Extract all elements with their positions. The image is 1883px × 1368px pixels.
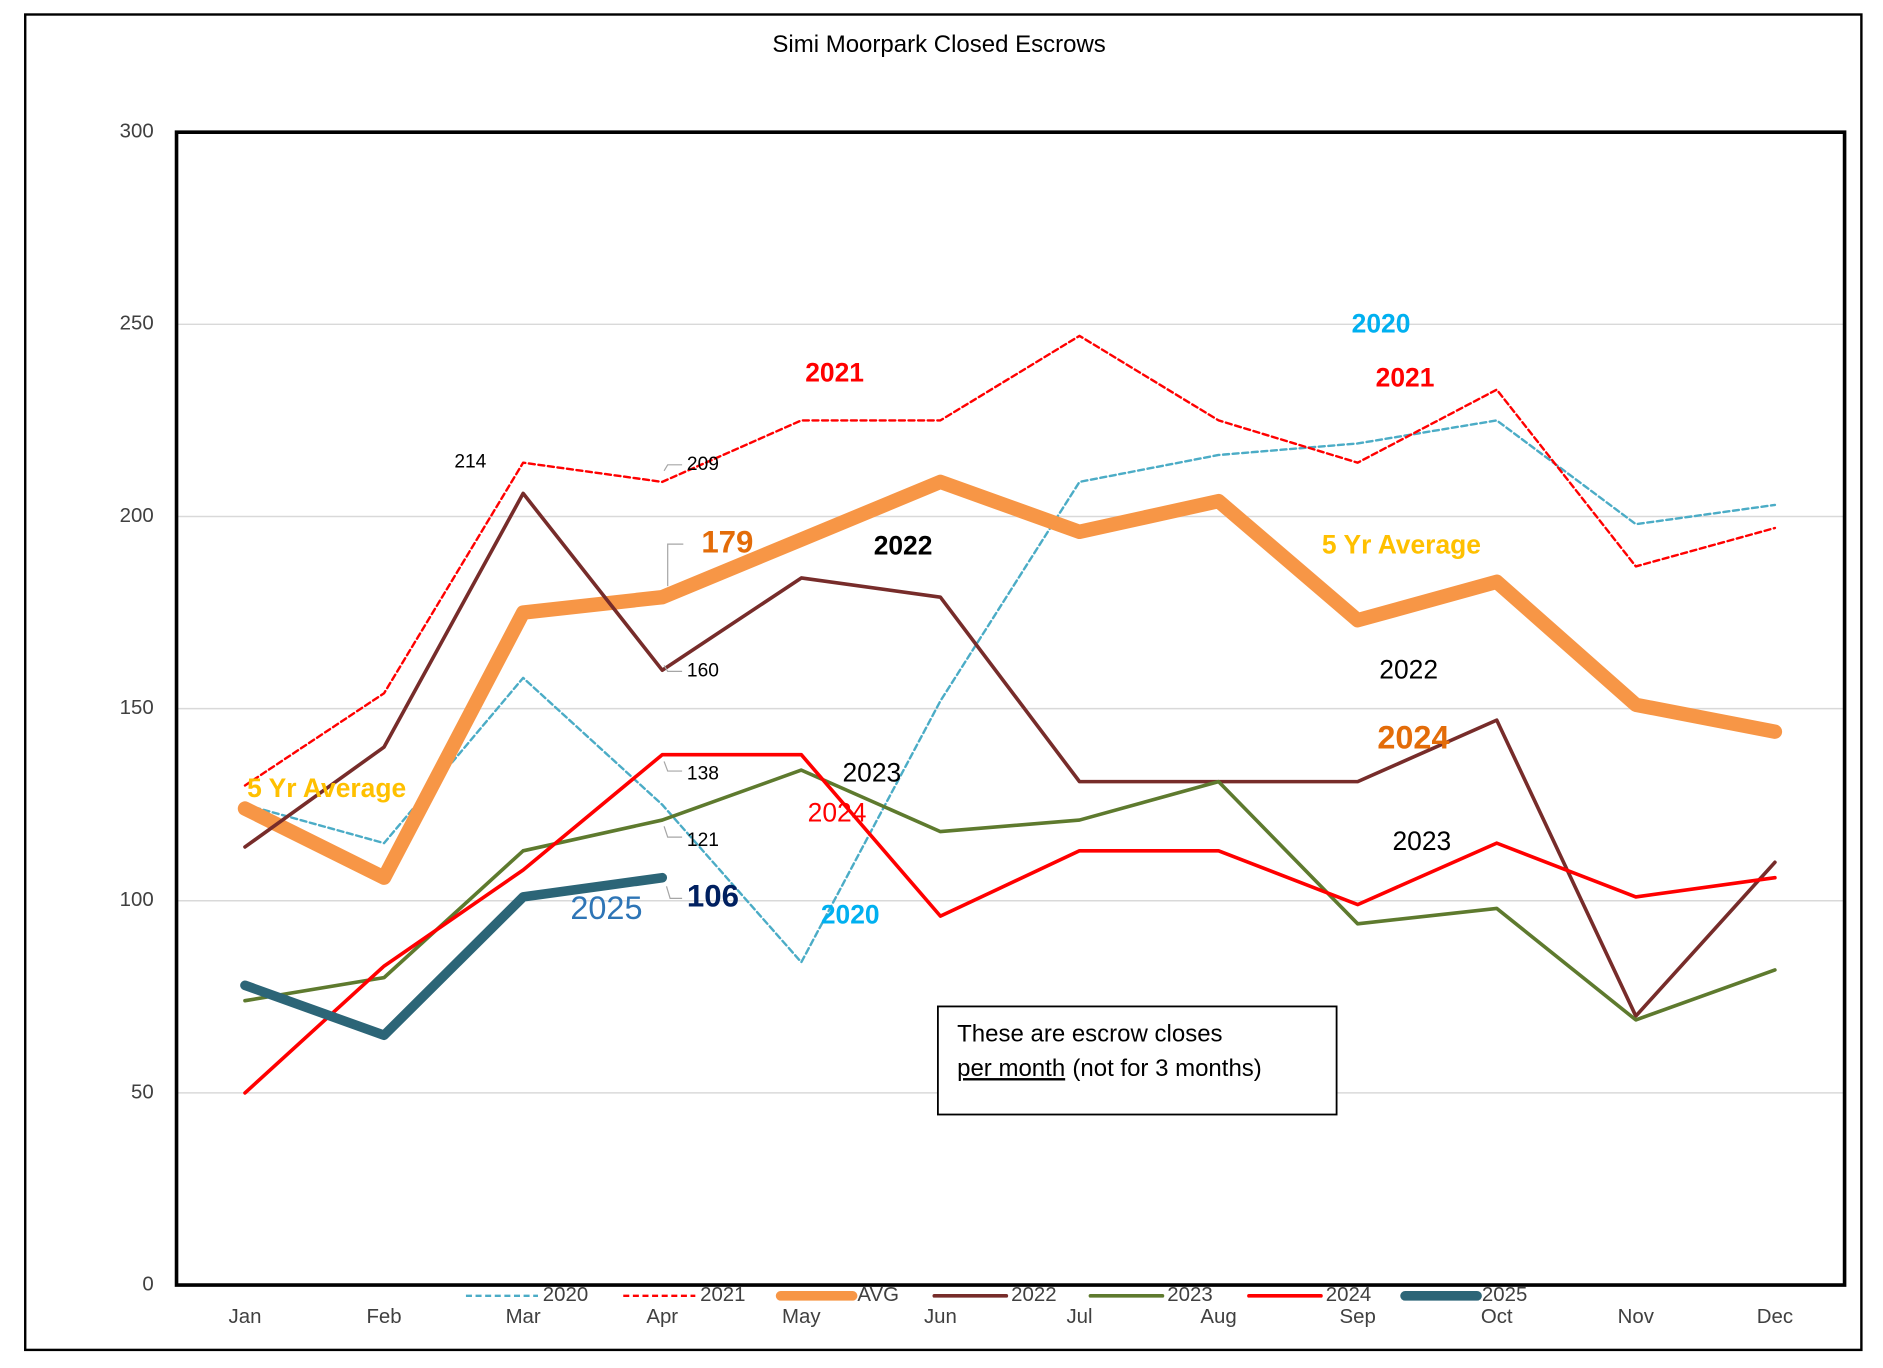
legend-label: 2020 <box>543 1284 588 1306</box>
data-label: 138 <box>687 764 719 785</box>
x-tick-label: Jan <box>229 1306 262 1328</box>
annotation: 2020 <box>821 899 880 929</box>
note-underlined: per month <box>957 1055 1065 1082</box>
annotation: 5 Yr Average <box>247 773 406 803</box>
y-tick-label: 150 <box>120 697 154 719</box>
leader-line <box>665 886 683 899</box>
x-tick-label: Jul <box>1066 1306 1092 1328</box>
x-tick-label: Apr <box>646 1306 678 1328</box>
data-label: 209 <box>687 454 719 475</box>
note-text: (not for 3 months) <box>1072 1055 1261 1082</box>
note-box <box>936 1005 1338 1116</box>
leader-line <box>667 543 684 587</box>
y-tick-label: 100 <box>120 889 154 911</box>
leader-line <box>663 464 683 472</box>
data-label: 214 <box>454 452 486 473</box>
x-tick-label: May <box>782 1306 821 1328</box>
chart-frame <box>24 13 1863 1352</box>
data-label: 160 <box>687 660 719 681</box>
data-label: 179 <box>701 524 753 559</box>
plot-frame <box>174 130 1847 1287</box>
y-tick-label: 50 <box>131 1081 154 1103</box>
annotation: 2024 <box>808 797 867 827</box>
annotation: 2024 <box>1377 719 1449 755</box>
annotation: 2025 <box>570 890 642 926</box>
x-tick-label: Aug <box>1200 1306 1236 1328</box>
annotation: 2021 <box>1376 363 1435 393</box>
series-line <box>243 768 1777 1022</box>
series-line <box>237 474 1783 885</box>
leader-line <box>663 826 683 838</box>
data-label: 121 <box>687 830 719 851</box>
x-tick-label: Jun <box>924 1306 957 1328</box>
note-text: These are escrow closes <box>957 1021 1222 1048</box>
x-tick-label: Dec <box>1757 1306 1793 1328</box>
annotation: 2020 <box>1352 309 1411 339</box>
leader-line <box>663 665 683 672</box>
series-line <box>243 752 1777 1095</box>
x-tick-label: Feb <box>366 1306 401 1328</box>
y-tick-label: 300 <box>120 121 154 143</box>
leader-line <box>663 761 683 772</box>
annotation: 2022 <box>874 531 933 561</box>
legend-label: 2025 <box>1482 1284 1527 1306</box>
x-tick-label: Oct <box>1481 1306 1513 1328</box>
y-tick-label: 250 <box>120 313 154 335</box>
chart-title: Simi Moorpark Closed Escrows <box>772 31 1105 58</box>
note-text: per month (not for 3 months) <box>957 1055 1262 1082</box>
annotation: 5 Yr Average <box>1322 529 1481 559</box>
y-tick-label: 200 <box>120 505 154 527</box>
x-tick-label: Nov <box>1618 1306 1655 1328</box>
annotation: 2022 <box>1379 654 1438 684</box>
x-tick-label: Sep <box>1340 1306 1376 1328</box>
legend-label: AVG <box>857 1284 899 1306</box>
y-tick-label: 0 <box>142 1273 153 1295</box>
series-line <box>243 334 1777 787</box>
series-line <box>240 872 668 1041</box>
legend-label: 2022 <box>1011 1284 1056 1306</box>
legend-label: 2021 <box>700 1284 745 1306</box>
legend-label: 2023 <box>1167 1284 1212 1306</box>
legend-label: 2024 <box>1326 1284 1371 1306</box>
series-line <box>243 419 1777 964</box>
annotation: 2023 <box>842 758 901 788</box>
annotation: 2023 <box>1392 826 1451 856</box>
data-label: 106 <box>687 879 739 914</box>
x-tick-label: Mar <box>506 1306 541 1328</box>
series-line <box>243 491 1777 1018</box>
annotation: 2021 <box>805 358 864 388</box>
